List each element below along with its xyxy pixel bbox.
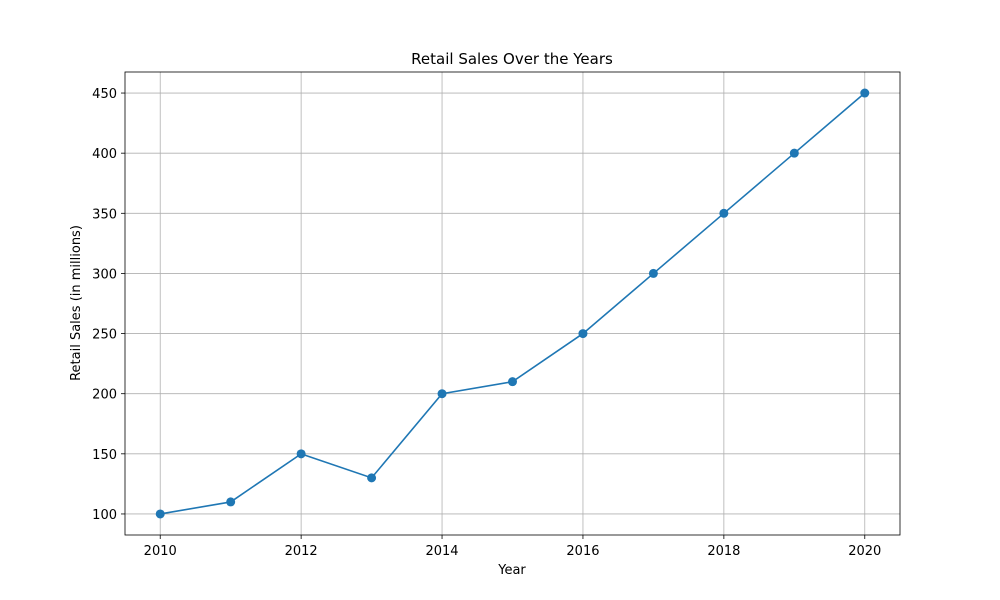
data-point [648,268,658,278]
y-tick-label: 300 [92,267,117,282]
y-tick-label: 250 [92,328,117,343]
x-tick-label: 2012 [285,544,318,559]
y-axis-label: Retail Sales (in millions) [69,225,84,381]
data-point [437,389,447,399]
data-point [508,377,517,387]
x-tick-label: 2016 [566,544,599,559]
y-tick-label: 350 [92,207,117,222]
data-point [860,88,870,98]
x-tick-label: 2018 [707,544,740,559]
series-layer [155,88,870,519]
data-point [296,449,306,459]
x-tick-label: 2020 [848,544,881,559]
data-point [226,497,236,507]
y-tick-label: 450 [92,87,117,102]
data-point [719,208,729,218]
x-axis-label: Year [497,563,526,578]
x-tick-label: 2010 [144,544,177,559]
data-point [155,509,165,519]
tick-labels: 2010 2012 2014 2016 2018 2020 100 150 200 250 300 3… [92,87,881,559]
x-tick-label: 2014 [425,544,458,559]
data-point [367,473,377,483]
chart-title: Retail Sales Over the Years [411,50,613,68]
plot-frame [124,71,901,536]
y-tick-label: 200 [92,388,117,403]
y-tick-label: 100 [92,508,117,523]
series-line [160,92,866,515]
axes [121,71,901,539]
data-point [789,148,799,158]
data-point [578,329,588,339]
grid-lines [125,72,900,535]
y-tick-label: 150 [92,448,117,463]
y-tick-label: 400 [92,147,117,162]
